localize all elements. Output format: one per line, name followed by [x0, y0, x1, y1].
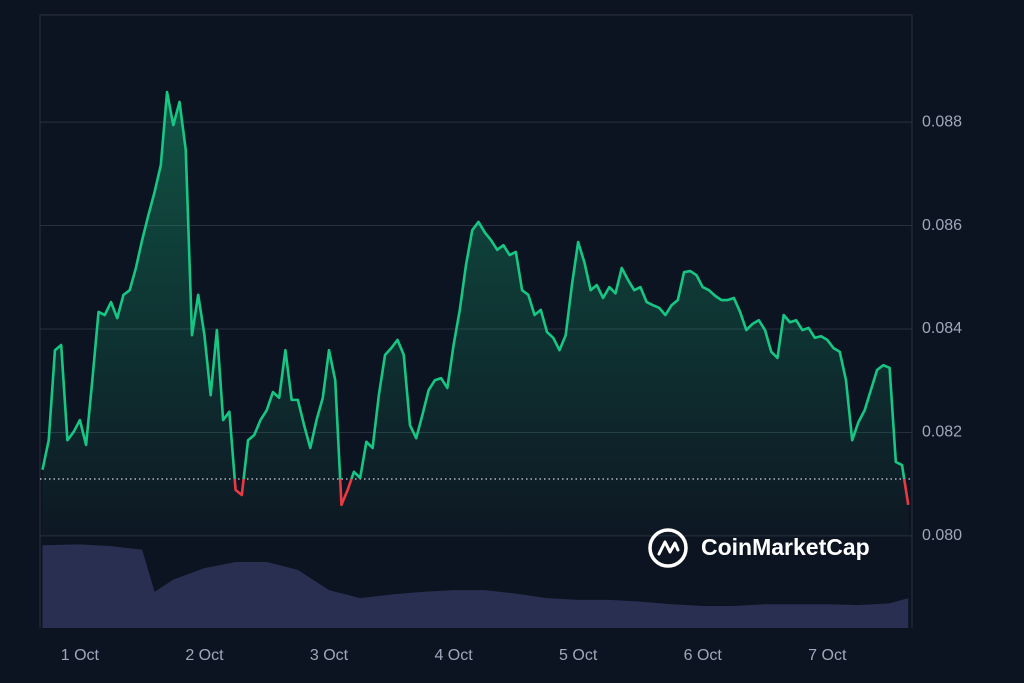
y-tick-label: 0.086 — [922, 217, 962, 234]
watermark: CoinMarketCap — [648, 528, 870, 568]
price-layer — [40, 90, 912, 536]
x-tick-label: 7 Oct — [808, 647, 847, 664]
x-tick-label: 1 Oct — [61, 647, 100, 664]
y-tick-label: 0.088 — [922, 113, 962, 130]
volume-layer — [42, 544, 909, 628]
x-tick-label: 5 Oct — [559, 647, 598, 664]
x-tick-label: 4 Oct — [434, 647, 473, 664]
price-line — [41, 90, 910, 507]
y-tick-label: 0.080 — [922, 527, 962, 544]
x-tick-label: 6 Oct — [684, 647, 723, 664]
y-tick-label: 0.082 — [922, 424, 962, 441]
watermark-text: CoinMarketCap — [701, 534, 870, 560]
y-tick-label: 0.084 — [922, 320, 962, 337]
price-area — [42, 92, 909, 536]
volume-area — [42, 544, 909, 628]
logo-mark — [657, 540, 680, 556]
logo-ring — [648, 528, 688, 568]
x-tick-label: 3 Oct — [310, 647, 349, 664]
x-tick-label: 2 Oct — [185, 647, 224, 664]
